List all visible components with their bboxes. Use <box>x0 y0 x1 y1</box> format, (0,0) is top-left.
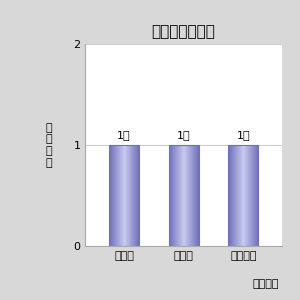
Bar <box>254 145 255 246</box>
Bar <box>228 145 258 246</box>
Bar <box>121 145 122 246</box>
Bar <box>248 145 249 246</box>
Bar <box>123 145 124 246</box>
Bar <box>189 145 190 246</box>
Bar <box>137 145 138 246</box>
Bar <box>251 145 252 246</box>
Bar <box>244 145 245 246</box>
Bar <box>136 145 137 246</box>
Bar <box>192 145 193 246</box>
Bar <box>196 145 197 246</box>
Bar <box>193 145 194 246</box>
Bar <box>249 145 250 246</box>
Bar <box>188 145 189 246</box>
Bar <box>117 145 118 246</box>
Bar <box>138 145 139 246</box>
Bar <box>229 145 230 246</box>
Bar <box>177 145 178 246</box>
Bar <box>246 145 247 246</box>
Bar <box>231 145 232 246</box>
Bar <box>124 145 125 246</box>
Bar <box>116 145 117 246</box>
Bar <box>196 145 197 246</box>
Bar <box>133 145 134 246</box>
Bar <box>175 145 176 246</box>
Bar <box>237 145 238 246</box>
Bar <box>180 145 181 246</box>
Bar <box>187 145 188 246</box>
Bar <box>115 145 116 246</box>
Bar <box>132 145 133 246</box>
Bar <box>233 145 234 246</box>
Bar <box>257 145 258 246</box>
Y-axis label: 延
べ
人
数: 延 べ 人 数 <box>45 123 52 168</box>
Bar <box>118 145 119 246</box>
Bar <box>241 145 242 246</box>
Bar <box>126 145 127 246</box>
Title: ジャナル指の向: ジャナル指の向 <box>152 24 216 39</box>
Bar <box>113 145 114 246</box>
Bar <box>176 145 177 246</box>
Text: 1人: 1人 <box>117 130 131 140</box>
Bar <box>186 145 187 246</box>
Text: 1人: 1人 <box>177 130 190 140</box>
Bar <box>182 145 183 246</box>
Bar <box>170 145 171 246</box>
Bar <box>232 145 233 246</box>
Bar <box>228 145 229 246</box>
Text: 1人: 1人 <box>236 130 250 140</box>
Bar <box>114 145 115 246</box>
Bar <box>243 145 244 246</box>
Bar <box>245 145 246 246</box>
Bar <box>109 145 110 246</box>
Bar <box>122 145 123 246</box>
Bar <box>178 145 179 246</box>
Bar <box>185 145 186 246</box>
Bar <box>240 145 241 246</box>
Bar <box>172 145 173 246</box>
Bar <box>112 145 113 246</box>
Bar <box>239 145 240 246</box>
Bar <box>131 145 132 246</box>
Bar <box>135 145 136 246</box>
Bar <box>184 145 185 246</box>
Bar <box>255 145 256 246</box>
Bar <box>129 145 130 246</box>
Bar <box>242 145 243 246</box>
Bar <box>236 145 237 246</box>
Bar <box>169 145 199 246</box>
Bar <box>174 145 175 246</box>
Bar <box>197 145 198 246</box>
Bar <box>111 145 112 246</box>
Bar <box>181 145 182 246</box>
Bar <box>230 145 231 246</box>
Bar <box>250 145 251 246</box>
Bar <box>134 145 135 246</box>
Bar <box>130 145 131 246</box>
Bar <box>173 145 174 246</box>
Bar <box>171 145 172 246</box>
Bar <box>253 145 254 246</box>
Bar <box>247 145 248 246</box>
Bar <box>183 145 184 246</box>
Bar <box>198 145 199 246</box>
Bar <box>195 145 196 246</box>
Bar <box>235 145 236 246</box>
Bar <box>125 145 126 246</box>
Bar <box>234 145 235 246</box>
Bar <box>169 145 170 246</box>
Text: 来年の予: 来年の予 <box>253 280 279 290</box>
Bar <box>110 145 111 246</box>
Bar <box>120 145 121 246</box>
Bar <box>179 145 180 246</box>
Bar <box>191 145 192 246</box>
Bar <box>256 145 257 246</box>
Bar <box>109 145 139 246</box>
Bar <box>252 145 253 246</box>
Bar <box>194 145 195 246</box>
Bar <box>190 145 191 246</box>
Bar <box>128 145 129 246</box>
Bar <box>119 145 120 246</box>
Bar <box>238 145 239 246</box>
